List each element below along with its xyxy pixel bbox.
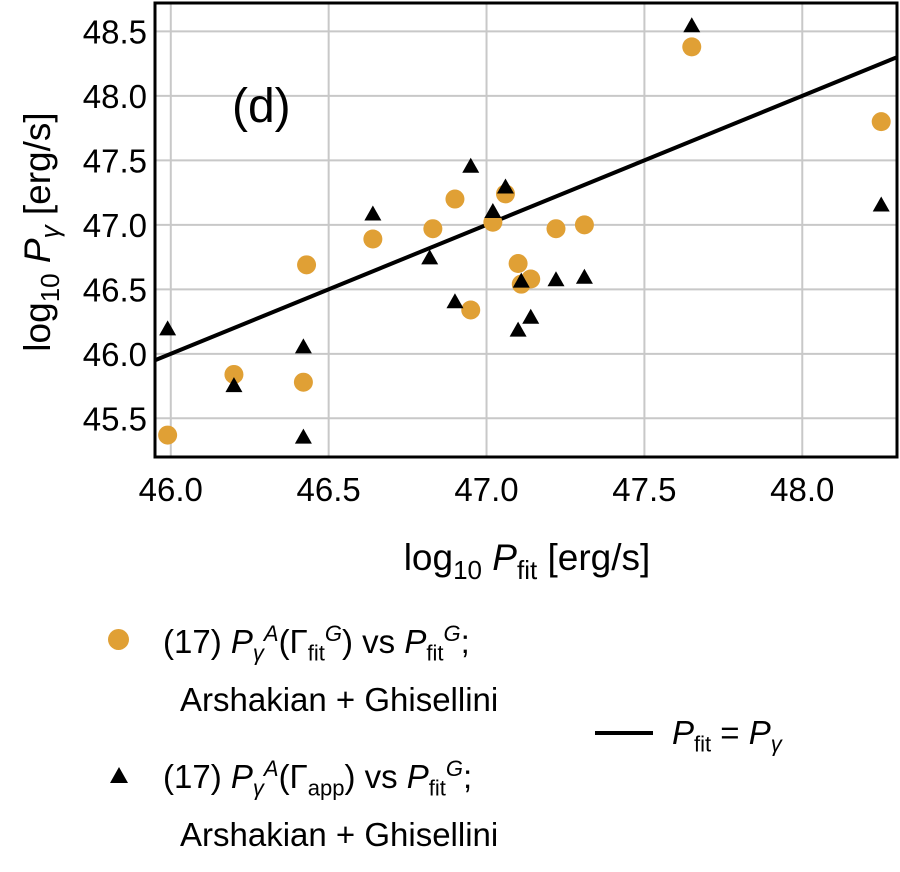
data-point-triangle xyxy=(547,271,565,287)
legend-circle-label-line2: Arshakian + Ghisellini xyxy=(180,681,499,718)
reference-line-group xyxy=(154,55,898,363)
legend-circle-label: (17) PγA(ΓfitG) vs PfitG; xyxy=(163,621,470,666)
legend-triangle-marker xyxy=(110,767,128,783)
data-point-circle xyxy=(445,189,465,209)
data-point-triangle xyxy=(294,428,312,444)
legend-triangle-label-line2: Arshakian + Ghisellini xyxy=(180,816,499,853)
y-tick-label: 45.5 xyxy=(83,400,147,437)
data-point-triangle xyxy=(159,320,177,336)
data-point-triangle xyxy=(512,272,530,288)
panel-label: (d) xyxy=(232,80,291,133)
reference-line xyxy=(154,55,898,363)
data-point-triangle xyxy=(575,268,593,284)
data-point-triangle xyxy=(421,249,439,265)
y-tick-label: 47.0 xyxy=(83,207,147,244)
data-point-triangle xyxy=(484,202,502,218)
data-point-triangle xyxy=(446,293,464,309)
legend-line-marker xyxy=(595,731,653,735)
data-point-triangle xyxy=(522,308,540,324)
data-point-triangle xyxy=(225,377,243,393)
y-tick-labels: 45.5 46.0 46.5 47.0 47.5 48.0 48.5 xyxy=(83,13,147,437)
x-tick-labels: 46.0 46.5 47.0 47.5 48.0 xyxy=(139,471,835,508)
data-point-circle xyxy=(508,254,528,274)
data-point-circle xyxy=(871,112,891,132)
grid-lines xyxy=(155,3,897,457)
data-point-circle xyxy=(546,219,566,239)
data-point-triangle xyxy=(294,338,312,354)
data-point-circle xyxy=(363,229,383,249)
y-tick-label: 46.5 xyxy=(83,271,147,308)
legend-line-label: Pfit = Pγ xyxy=(672,714,782,757)
data-point-triangle xyxy=(683,17,701,33)
data-point-triangle xyxy=(364,205,382,221)
legend-circle-marker xyxy=(108,629,129,650)
data-point-circle xyxy=(423,219,443,239)
x-tick-label: 47.5 xyxy=(612,471,676,508)
y-tick-label: 48.5 xyxy=(83,13,147,50)
data-point-triangle xyxy=(496,178,514,194)
data-point-triangle xyxy=(509,321,527,337)
triangle-series xyxy=(159,17,890,444)
y-tick-label: 46.0 xyxy=(83,336,147,373)
data-point-circle xyxy=(224,364,244,384)
y-tick-label: 47.5 xyxy=(83,142,147,179)
data-point-circle xyxy=(574,215,594,235)
data-point-circle xyxy=(682,37,702,57)
scatter-chart: 46.0 46.5 47.0 47.5 48.0 45.5 46.0 46.5 47.0 47.… xyxy=(17,1,899,585)
x-tick-label: 48.0 xyxy=(770,471,834,508)
x-tick-label: 46.5 xyxy=(297,471,361,508)
data-point-circle xyxy=(293,372,313,392)
x-tick-label: 47.0 xyxy=(454,471,518,508)
x-tick-label: 46.0 xyxy=(139,471,203,508)
data-point-circle xyxy=(297,255,317,275)
data-point-triangle xyxy=(462,157,480,173)
x-axis-label: log10 Pfit [erg/s] xyxy=(404,537,651,585)
legend-triangle-label: (17) PγA(Γapp) vs PfitG; xyxy=(163,756,473,801)
y-axis-label: log10 Pγ [erg/s] xyxy=(17,112,65,351)
data-point-circle xyxy=(461,300,481,320)
plot-frame xyxy=(153,1,899,459)
data-point-triangle xyxy=(872,196,890,212)
y-tick-label: 48.0 xyxy=(83,78,147,115)
data-point-circle xyxy=(158,425,178,445)
